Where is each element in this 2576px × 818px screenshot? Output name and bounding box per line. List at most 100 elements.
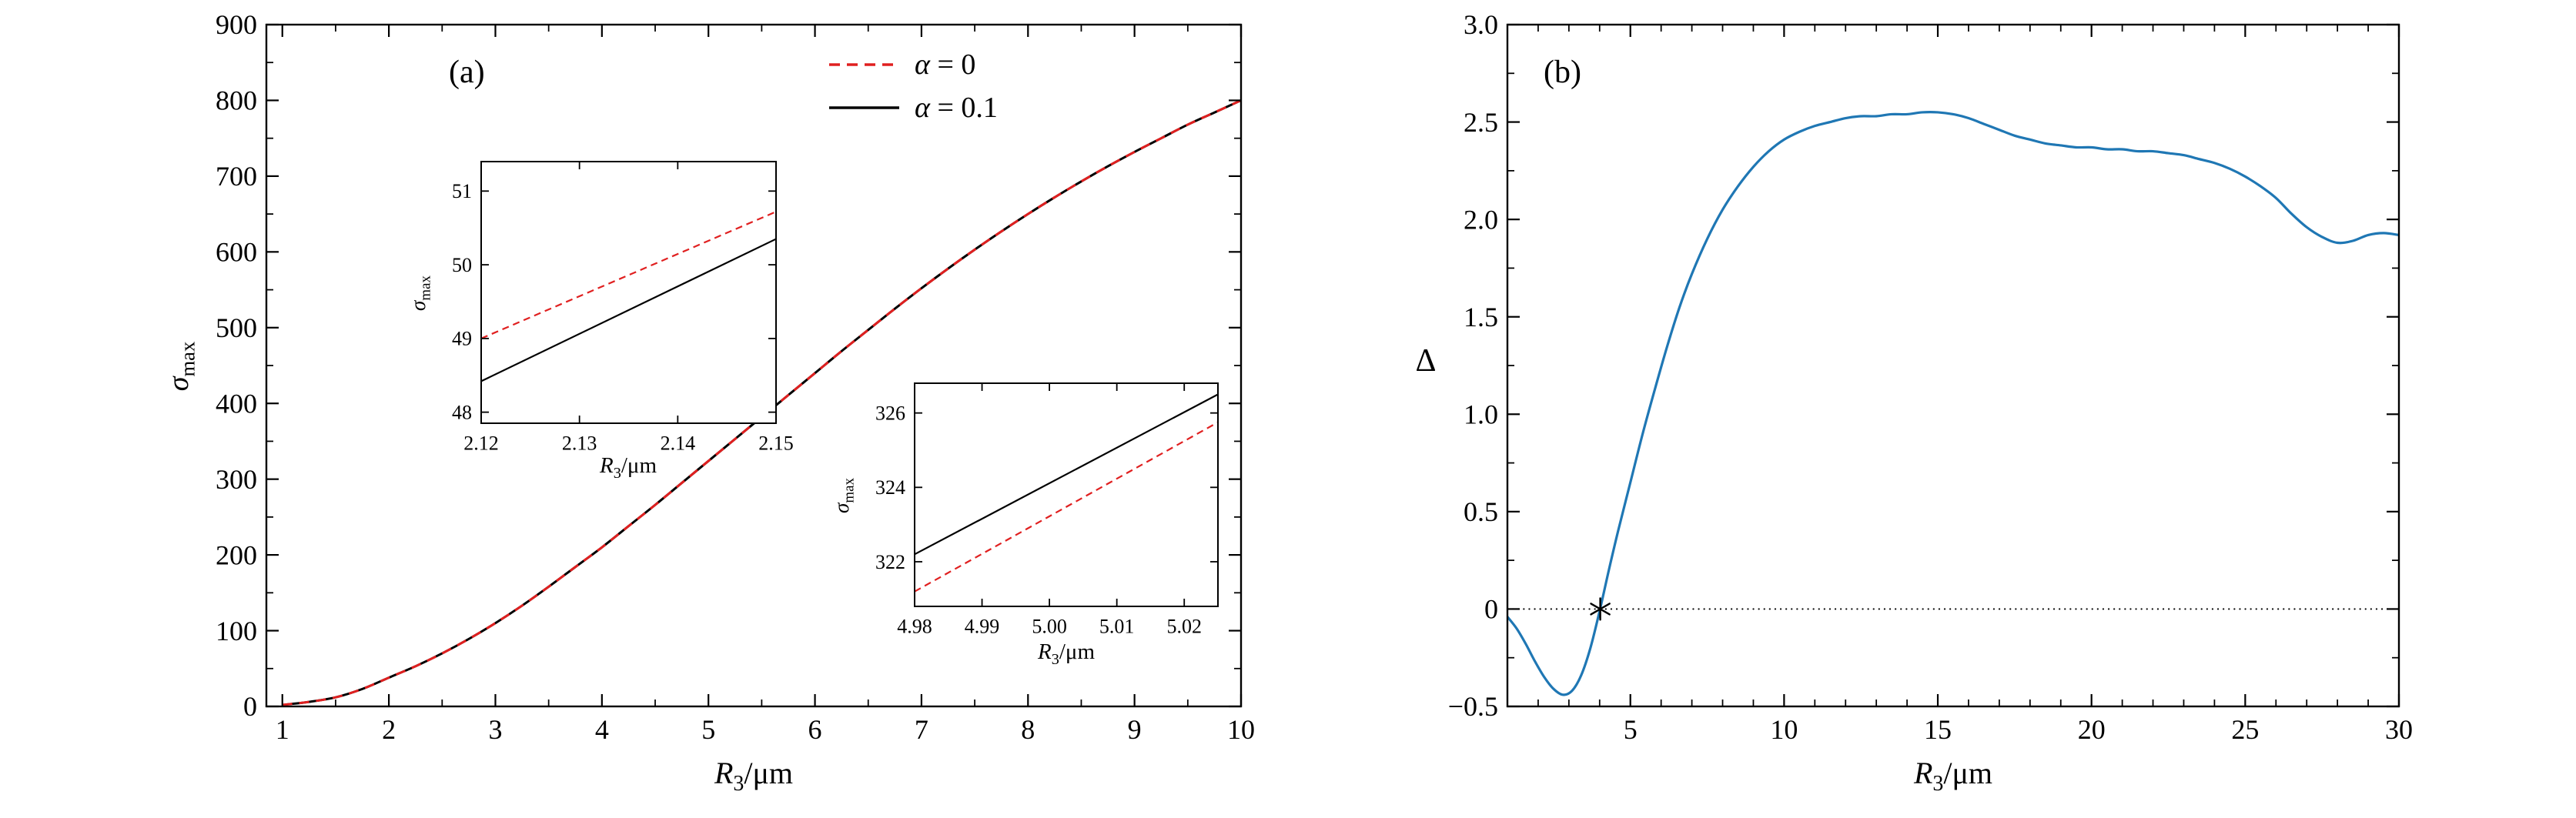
- panel-a-inset2-chart: 4.98 4.99 5.00 5.01 5.02 322 324 326: [875, 382, 1219, 637]
- legend-item: α = 0: [828, 48, 998, 82]
- legend-item: α = 0.1: [828, 91, 998, 125]
- x-tick-label: 6: [808, 714, 822, 745]
- x-tick-label: 9: [1128, 714, 1142, 745]
- x-tick-label: 8: [1021, 714, 1035, 745]
- axes-frame: [914, 382, 1219, 607]
- panel-b-label: (b): [1544, 55, 1581, 90]
- plot-background: [915, 383, 1218, 606]
- inset2-ylabel-sub: max: [841, 478, 858, 503]
- y-tick-label: 49: [452, 328, 472, 350]
- inset2-xlabel-unit: /μm: [1059, 639, 1096, 664]
- y-tick-label: 51: [452, 180, 472, 202]
- ylabel-a-var: σ: [162, 376, 195, 392]
- y-tick-label: 0.5: [1464, 496, 1498, 527]
- inset2-ylabel-var: σ: [830, 502, 853, 513]
- xlabel-a-unit: /μm: [744, 756, 794, 790]
- inset1-xlabel-var: R: [599, 453, 614, 478]
- inset2-xlabel: R3/μm: [951, 639, 1182, 668]
- legend-line-sample: [829, 106, 899, 109]
- series-line: [914, 421, 1219, 593]
- x-tick-label: 20: [2078, 714, 2106, 745]
- star-marker: [1590, 603, 1611, 616]
- legend-line-sample: [829, 63, 899, 66]
- y-tick-label: 400: [216, 388, 257, 419]
- inset2-xlabel-var: R: [1037, 639, 1052, 664]
- panel-a-ylabel: σmax: [162, 251, 199, 482]
- x-tick-label: 2: [382, 714, 396, 745]
- inset1-ylabel: σmax: [406, 209, 434, 378]
- legend-label: α = 0: [915, 48, 976, 81]
- inset1-ylabel-sub: max: [417, 275, 434, 301]
- y-tick-label: 600: [216, 237, 257, 268]
- panel-b-chart: 5 10 15 20 25 30 −0.5 0 0.5 1.0 1.5 2.0 2.5 3.0: [1448, 9, 2413, 745]
- x-tick-label: 2.13: [562, 432, 597, 454]
- x-tick-label: 2.15: [758, 432, 794, 454]
- y-tick-label: 2.5: [1464, 107, 1498, 138]
- y-tick-label: 0: [243, 691, 257, 722]
- series-line: [480, 238, 777, 382]
- x-tick-label: 3: [488, 714, 502, 745]
- x-tick-label: 4: [595, 714, 609, 745]
- x-tick-label: 5: [701, 714, 715, 745]
- x-tick-label: 2.12: [463, 432, 499, 454]
- y-tick-label: 326: [875, 402, 905, 425]
- x-tick-label: 2.14: [661, 432, 696, 454]
- x-tick-label: 7: [915, 714, 928, 745]
- panel-a-inset1-chart: 2.12 2.13 2.14 2.15 48 49 50 51: [452, 161, 794, 454]
- inset1-xlabel-unit: /μm: [621, 453, 657, 478]
- x-tick-label: 10: [1770, 714, 1798, 745]
- x-tick-label: 4.98: [897, 615, 932, 637]
- xlabel-b-unit: /μm: [1943, 756, 1993, 790]
- y-tick-label: 700: [216, 161, 257, 192]
- xlabel-a-var: R: [714, 756, 734, 790]
- y-tick-label: 50: [452, 254, 472, 276]
- y-tick-label: 500: [216, 312, 257, 343]
- x-tick-label: 4.99: [965, 615, 1000, 637]
- axes-frame: [480, 161, 777, 424]
- panel-a-label: (a): [449, 55, 485, 90]
- y-tick-label: 3.0: [1464, 9, 1498, 40]
- y-tick-label: 2.0: [1464, 204, 1498, 235]
- ylabel-b-var: Δ: [1415, 343, 1437, 379]
- y-tick-label: 1.0: [1464, 399, 1498, 430]
- panel-b-ylabel: Δ: [1387, 343, 1464, 379]
- legend-label: α = 0.1: [915, 92, 998, 124]
- xlabel-b-sub: 3: [1932, 772, 1944, 796]
- panel-b-xlabel: R3/μm: [1838, 756, 2069, 796]
- plot-background: [481, 162, 776, 423]
- x-tick-label: 15: [1924, 714, 1952, 745]
- series-line: [1507, 110, 2400, 696]
- inset1-ylabel-var: σ: [406, 300, 430, 311]
- y-tick-label: 300: [216, 464, 257, 495]
- y-tick-label: 900: [216, 9, 257, 40]
- x-tick-label: 5.01: [1099, 615, 1135, 637]
- x-tick-label: 30: [2385, 714, 2413, 745]
- x-tick-label: 1: [276, 714, 289, 745]
- y-tick-label: 1.5: [1464, 302, 1498, 332]
- y-tick-label: 0: [1484, 594, 1498, 625]
- inset1-xlabel: R3/μm: [513, 453, 744, 482]
- inset2-ylabel: σmax: [830, 411, 858, 580]
- y-tick-label: 800: [216, 85, 257, 116]
- inset1-xlabel-sub: 3: [613, 464, 621, 482]
- x-tick-label: 5.02: [1166, 615, 1202, 637]
- y-tick-label: 200: [216, 539, 257, 570]
- y-tick-label: −0.5: [1448, 691, 1498, 722]
- inset2-xlabel-sub: 3: [1051, 650, 1059, 668]
- y-tick-label: 322: [875, 551, 905, 573]
- series-line: [480, 211, 777, 339]
- xlabel-b-var: R: [1913, 756, 1933, 790]
- ylabel-a-sub: max: [176, 341, 199, 377]
- y-tick-label: 100: [216, 616, 257, 646]
- x-tick-label: 25: [2231, 714, 2259, 745]
- x-tick-label: 10: [1227, 714, 1255, 745]
- y-tick-label: 324: [875, 476, 905, 499]
- y-tick-label: 48: [452, 401, 472, 423]
- xlabel-a-sub: 3: [733, 772, 744, 796]
- series-line: [914, 393, 1219, 556]
- panel-a-xlabel: R3/μm: [600, 756, 908, 796]
- x-tick-label: 5: [1624, 714, 1638, 745]
- panel-a-legend: α = 0 α = 0.1: [828, 48, 998, 125]
